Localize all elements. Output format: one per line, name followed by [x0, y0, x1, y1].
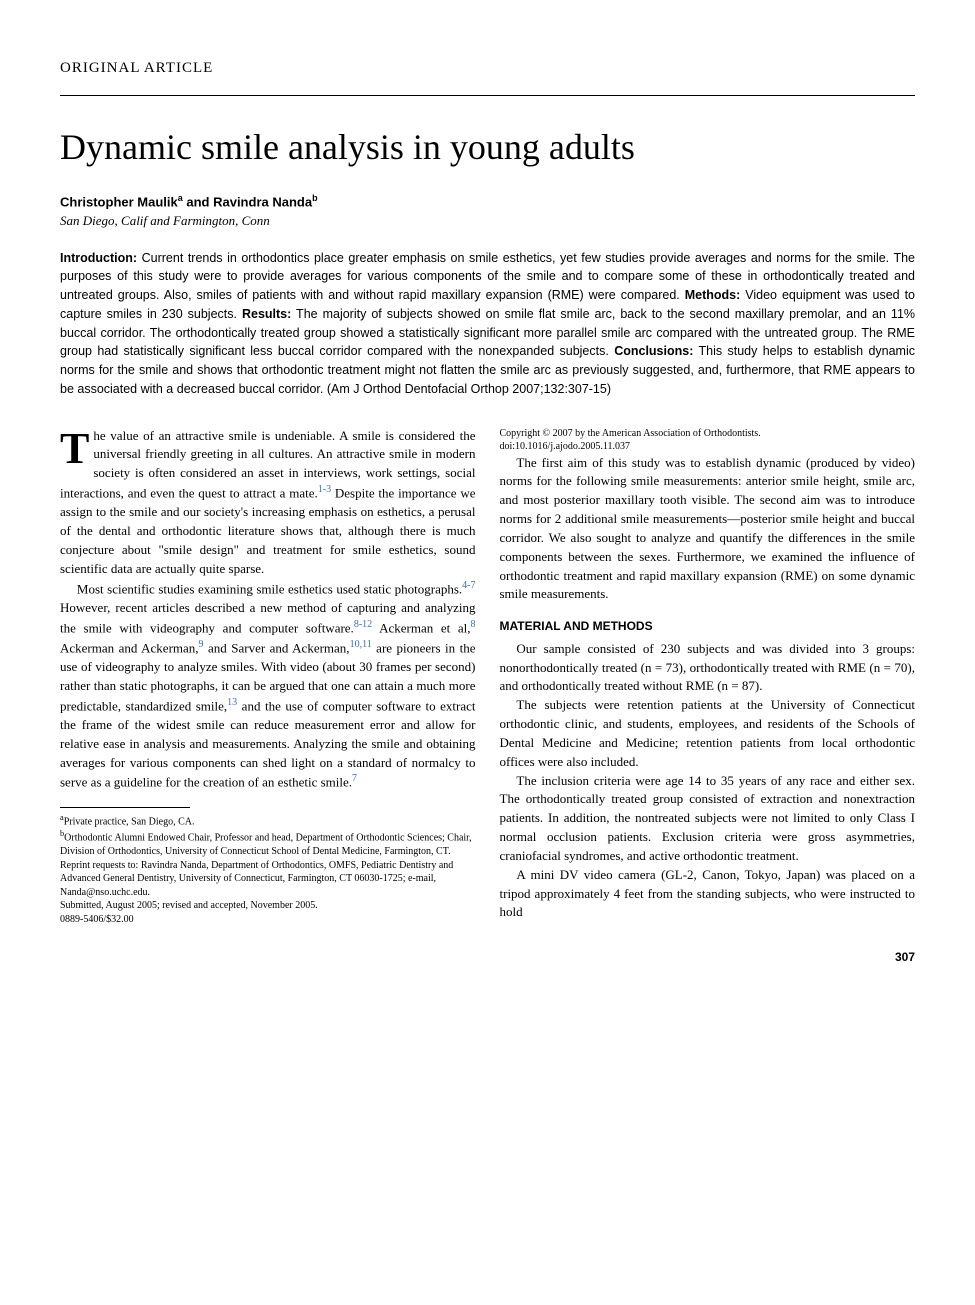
citation-ref[interactable]: 7: [352, 773, 357, 784]
body-paragraph-2: Most scientific studies examining smile …: [60, 579, 476, 793]
abstract-conclusions-label: Conclusions:: [614, 344, 693, 358]
abstract-results-label: Results:: [242, 307, 291, 321]
section-heading-methods: MATERIAL AND METHODS: [500, 618, 916, 635]
citation-ref[interactable]: 13: [227, 697, 237, 708]
article-type-label: ORIGINAL ARTICLE: [60, 60, 915, 77]
footnote-divider: [60, 807, 190, 808]
body-p2d-text: Ackerman and Ackerman,: [60, 640, 199, 655]
footnote-doi: doi:10.1016/j.ajodo.2005.11.037: [500, 440, 916, 454]
body-paragraph-1: The value of an attractive smile is unde…: [60, 427, 476, 579]
body-paragraph-6: The inclusion criteria were age 14 to 35…: [500, 772, 916, 866]
abstract-methods-label: Methods:: [685, 288, 741, 302]
authors-line: Christopher Maulika and Ravindra Nandab: [60, 193, 915, 209]
footnote-issn: 0889-5406/$32.00: [60, 913, 476, 927]
footnote-reprint: Reprint requests to: Ravindra Nanda, Dep…: [60, 859, 476, 900]
page-number: 307: [60, 950, 915, 964]
footnote-submitted: Submitted, August 2005; revised and acce…: [60, 899, 476, 913]
footnote-a: aPrivate practice, San Diego, CA.: [60, 812, 476, 829]
citation-ref[interactable]: 4-7: [462, 580, 475, 591]
citation-ref[interactable]: 8-12: [354, 619, 372, 630]
footnote-b: bOrthodontic Alumni Endowed Chair, Profe…: [60, 828, 476, 858]
article-title: Dynamic smile analysis in young adults: [60, 126, 915, 169]
body-paragraph-5: The subjects were retention patients at …: [500, 696, 916, 771]
abstract-intro-label: Introduction:: [60, 251, 137, 265]
author-affiliation: San Diego, Calif and Farmington, Conn: [60, 213, 915, 229]
header-divider: [60, 95, 915, 96]
body-paragraph-7: A mini DV video camera (GL-2, Canon, Tok…: [500, 866, 916, 923]
body-columns: The value of an attractive smile is unde…: [60, 427, 915, 927]
footnote-copyright: Copyright © 2007 by the American Associa…: [500, 427, 916, 441]
body-p2c-text: Ackerman et al,: [372, 620, 470, 635]
body-paragraph-4: Our sample consisted of 230 subjects and…: [500, 640, 916, 697]
dropcap-letter: T: [60, 427, 93, 468]
abstract-block: Introduction: Current trends in orthodon…: [60, 249, 915, 399]
body-p2e-text: and Sarver and Ackerman,: [204, 640, 350, 655]
body-paragraph-3: The first aim of this study was to estab…: [500, 454, 916, 605]
citation-ref[interactable]: 1-3: [318, 484, 331, 495]
citation-ref[interactable]: 10,11: [350, 639, 372, 650]
body-p2a-text: Most scientific studies examining smile …: [77, 581, 462, 596]
citation-ref[interactable]: 8: [471, 619, 476, 630]
